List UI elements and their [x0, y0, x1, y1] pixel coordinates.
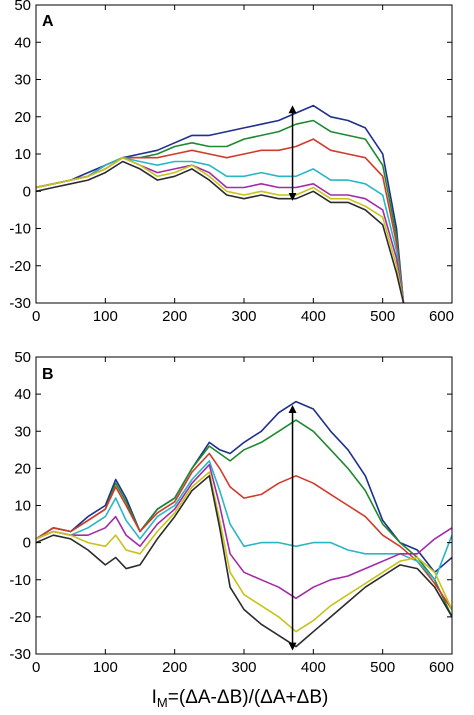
- panel-b-ytick-label-1: -20: [9, 609, 31, 626]
- panel-b-series-1: [36, 400, 452, 574]
- panel-a-xtick-label-3: 300: [231, 308, 256, 325]
- panel-b-ytick-label-0: -30: [9, 646, 31, 663]
- panel-b-label: B: [42, 366, 54, 383]
- x-axis-label-subscript: M: [157, 695, 168, 710]
- panel-b-xtick-label-1: 100: [93, 659, 118, 676]
- panel-a-xtick-label-4: 400: [301, 308, 326, 325]
- panel-b-series-2: [36, 419, 452, 618]
- panel-b-series-group: [36, 400, 452, 648]
- panel-b-series-5: [36, 463, 452, 600]
- panel-a-ytick-label-1: -20: [9, 258, 31, 275]
- panel-b-ytick-label-8: 50: [14, 349, 31, 366]
- panel-a-xtick-label-6: 600: [429, 308, 454, 325]
- panel-a: 0 100 200 300 400 500 600 -30 -20 -10 0 10 20 30 40 50 A: [9, 0, 454, 325]
- panel-b-xtick-label-6: 600: [429, 659, 454, 676]
- panel-a-ytick-label-7: 40: [14, 34, 31, 51]
- panel-b-series-6: [36, 471, 452, 633]
- x-axis-label-rest: =(ΔA-ΔB)/(ΔA+ΔB): [168, 687, 329, 708]
- panel-b-ytick-label-4: 10: [14, 498, 31, 515]
- panel-b-xtick-label-4: 400: [301, 659, 326, 676]
- panel-a-xtick-label-2: 200: [162, 308, 187, 325]
- panel-b-xtick-label-0: 0: [32, 659, 40, 676]
- panel-b-ytick-label-7: 40: [14, 386, 31, 403]
- panel-a-ytick-label-4: 10: [14, 146, 31, 163]
- panel-a-series-1: [36, 104, 405, 303]
- panel-b-xtick-label-5: 500: [370, 659, 395, 676]
- x-axis-label-main: I: [152, 687, 157, 708]
- panel-a-series-4: [36, 156, 405, 303]
- panel-b-xtick-label-3: 300: [231, 659, 256, 676]
- panel-a-xtick-label-1: 100: [93, 308, 118, 325]
- panel-a-label: A: [42, 13, 54, 30]
- panel-a-series-6: [36, 156, 405, 303]
- panel-a-series-group: [36, 104, 405, 303]
- panel-b-series-4: [36, 460, 452, 581]
- panel-b-series-7: [36, 474, 452, 648]
- panel-b-series-3: [36, 452, 452, 610]
- panel-a-ytick-label-8: 50: [14, 0, 31, 14]
- panel-b-ytick-label-2: -10: [9, 572, 31, 589]
- x-axis-label: IM=(ΔA-ΔB)/(ΔA+ΔB): [152, 687, 329, 710]
- panel-a-ytick-label-6: 30: [14, 72, 31, 89]
- panel-b-xtick-label-2: 200: [162, 659, 187, 676]
- panel-b-ytick-label-3: 0: [23, 535, 31, 552]
- panel-a-ytick-label-2: -10: [9, 221, 31, 238]
- panel-a-ytick-label-0: -30: [9, 295, 31, 312]
- panel-b-ytick-label-6: 30: [14, 423, 31, 440]
- panel-a-ytick-label-3: 0: [23, 183, 31, 200]
- panel-a-series-3: [36, 138, 405, 303]
- panel-b-ytick-label-5: 20: [14, 460, 31, 477]
- panel-a-xtick-label-0: 0: [32, 308, 40, 325]
- panel-a-ytick-label-5: 20: [14, 109, 31, 126]
- panel-a-series-7: [36, 160, 405, 303]
- panel-b: 0 100 200 300 400 500 600 -30 -20 -10 0 10 20 30 40 50 B: [9, 349, 454, 676]
- panel-a-series-2: [36, 119, 405, 303]
- panel-a-xtick-label-5: 500: [370, 308, 395, 325]
